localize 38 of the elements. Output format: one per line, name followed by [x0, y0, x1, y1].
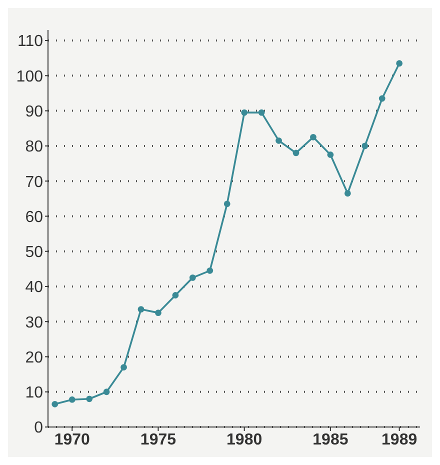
- point: [155, 310, 162, 316]
- y-tick-label: 40: [25, 279, 44, 296]
- point: [241, 109, 248, 116]
- y-tick-label: 20: [25, 349, 44, 366]
- point: [224, 200, 230, 208]
- point: [396, 60, 403, 67]
- y-tick-label: 70: [25, 174, 44, 191]
- point: [292, 150, 300, 156]
- point: [86, 396, 93, 402]
- point: [258, 109, 265, 116]
- point: [206, 267, 214, 274]
- x-tick-label: 1975: [140, 431, 176, 448]
- point: [52, 400, 58, 408]
- y-tick-label: 110: [17, 33, 44, 50]
- y-tick-label: 10: [25, 384, 44, 402]
- y-tick-label: 90: [25, 103, 44, 120]
- y-tick-label: 0: [34, 420, 44, 437]
- y-tick-label: 30: [25, 314, 44, 332]
- x-tick-label: 1985: [312, 431, 348, 448]
- point: [172, 292, 179, 298]
- point: [344, 190, 351, 197]
- point: [310, 134, 316, 140]
- point: [120, 364, 127, 370]
- point: [189, 274, 196, 281]
- y-tick-label: 50: [25, 244, 44, 262]
- point: [68, 396, 76, 403]
- x-tick-label: 1980: [226, 431, 262, 448]
- x-tick-label: 1989: [382, 431, 418, 448]
- y-tick-label: 100: [16, 68, 44, 86]
- y-tick-label: 60: [25, 208, 44, 226]
- point: [362, 142, 368, 150]
- y-tick-label: 80: [25, 138, 44, 156]
- point: [327, 152, 334, 158]
- point: [378, 95, 386, 102]
- point: [276, 137, 282, 144]
- point: [103, 388, 110, 396]
- x-tick-label: 1970: [54, 431, 90, 448]
- point: [138, 306, 144, 313]
